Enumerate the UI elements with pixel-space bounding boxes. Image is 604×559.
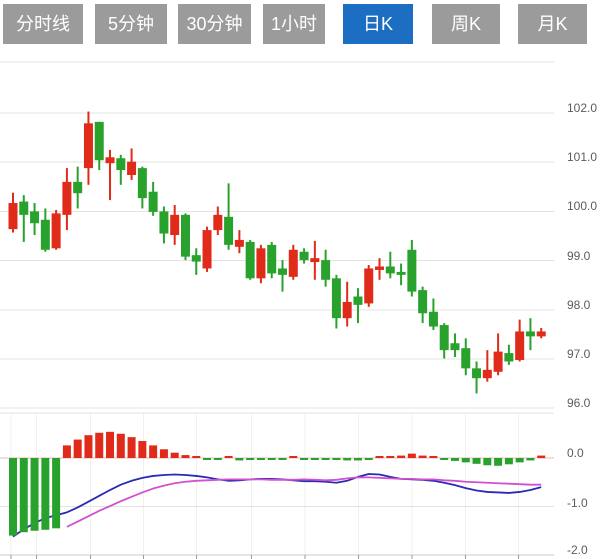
macd-axis-label-m2: -2.0 (567, 543, 588, 557)
tab-monthly-k[interactable]: 月K (518, 4, 587, 44)
tab-30min[interactable]: 30分钟 (178, 4, 251, 44)
period-tabbar: 分时线 5分钟 30分钟 1小时 日K 周K 月K (0, 0, 604, 52)
price-axis-label-97: 97.0 (567, 347, 591, 361)
price-axis-label-96: 96.0 (567, 396, 591, 411)
tab-timeline[interactable]: 分时线 (3, 4, 83, 44)
macd-axis-label-0: 0.0 (567, 445, 584, 460)
price-axis-label-98: 98.0 (567, 297, 591, 312)
tab-5min[interactable]: 5分钟 (95, 4, 167, 44)
price-axis-label-101: 101.0 (567, 150, 598, 165)
tab-weekly-k[interactable]: 周K (432, 4, 500, 44)
tab-daily-k[interactable]: 日K (343, 4, 413, 44)
tab-1hour[interactable]: 1小时 (263, 4, 325, 44)
macd-axis-label-m1: -1.0 (567, 496, 588, 510)
price-axis-label-100: 100.0 (567, 199, 598, 214)
price-axis-label-99: 99.0 (567, 248, 591, 263)
price-axis-label-102: 102.0 (567, 101, 598, 115)
